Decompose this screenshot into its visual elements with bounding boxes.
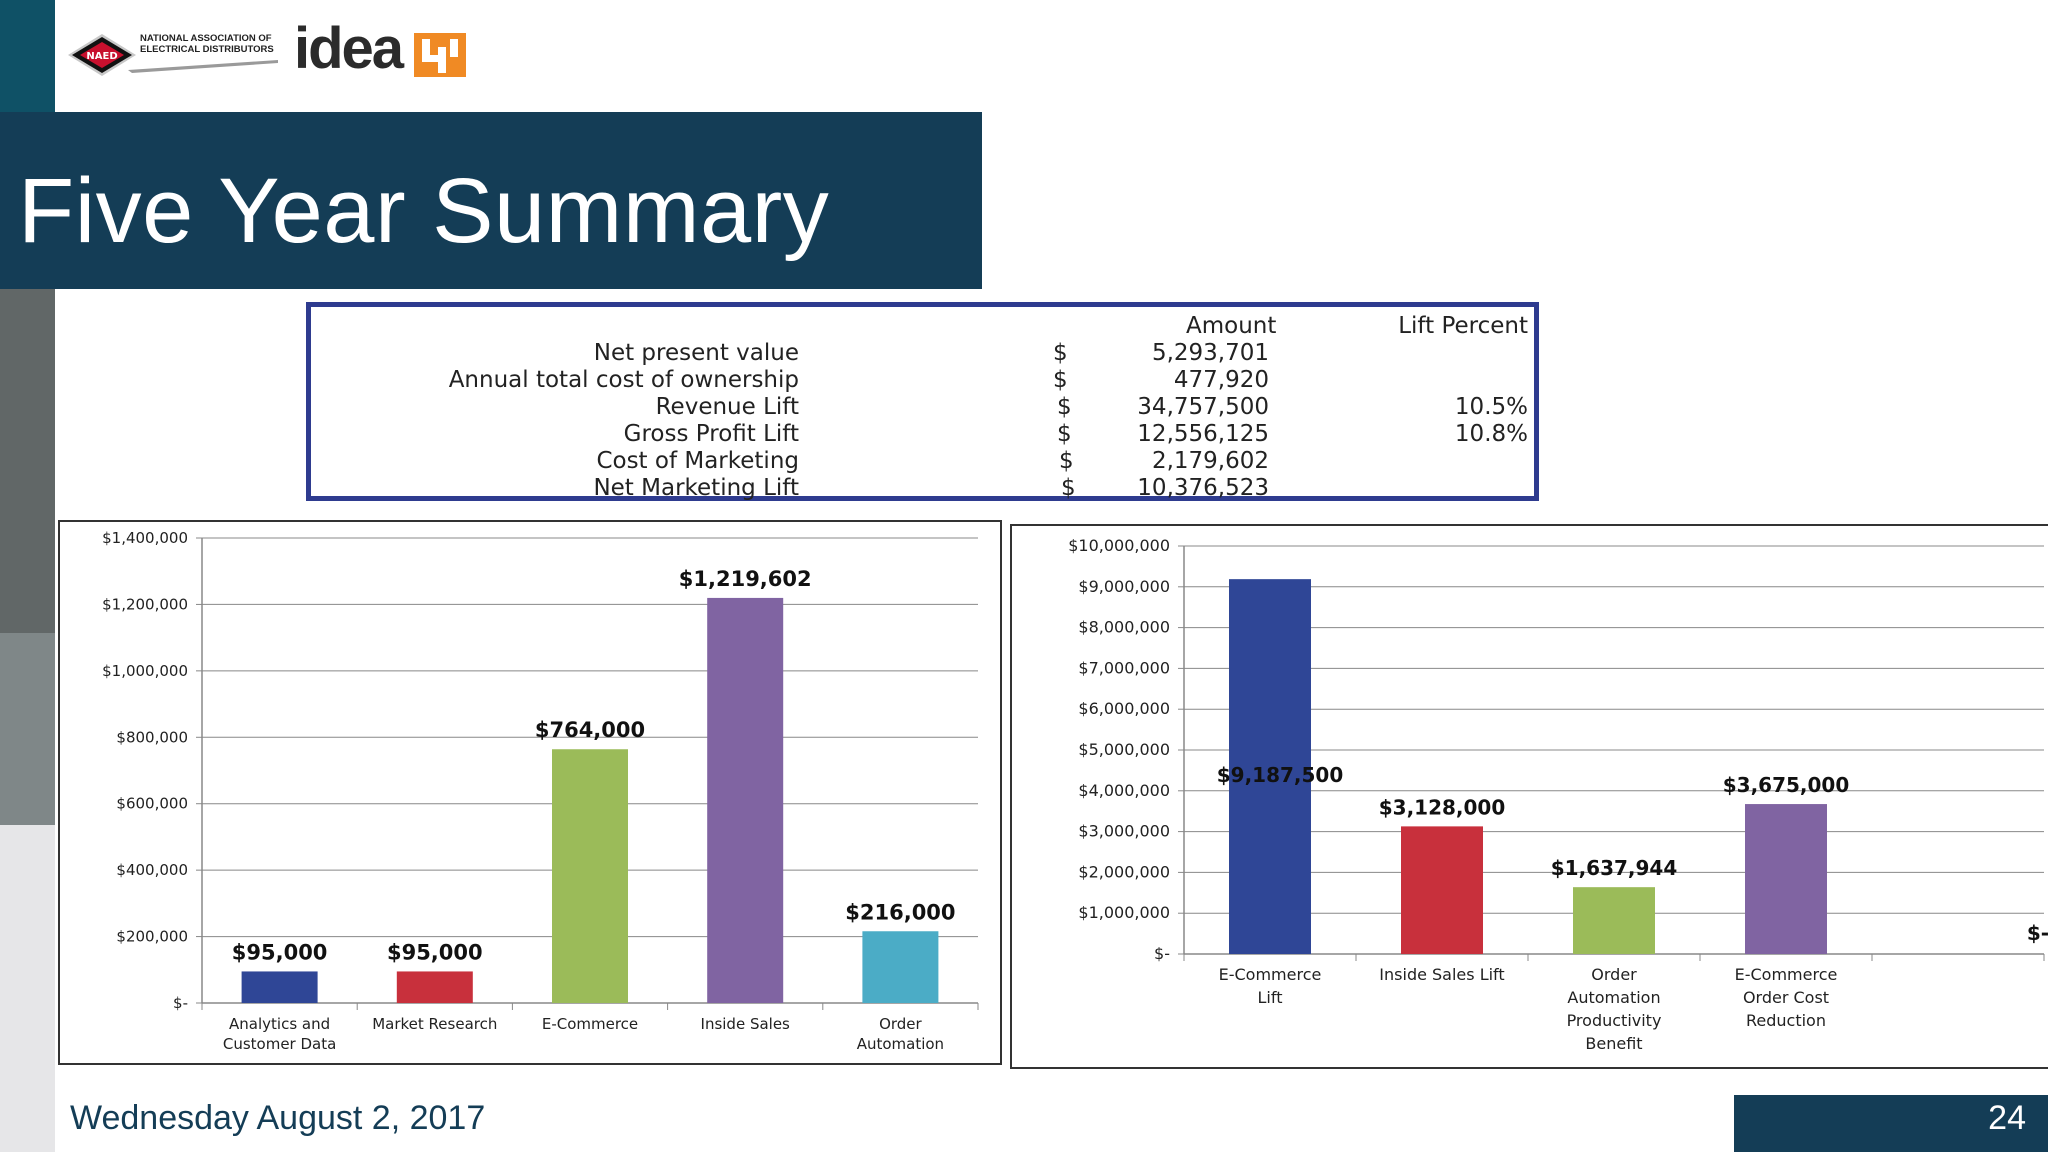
bar: [1229, 579, 1311, 954]
y-tick-label: $1,000,000: [102, 662, 188, 680]
chart-marketing-costs-svg: $- $200,000 $400,000 $600,000 $800,000 $1,000…: [102, 529, 979, 1053]
data-label: $3,128,000: [1379, 795, 1506, 819]
row-amount: 477,920: [1173, 367, 1269, 393]
x-category-label: Productivity: [1567, 1011, 1662, 1030]
y-tick-label: $10,000,000: [1068, 536, 1170, 555]
row-lift: 10.8%: [1454, 421, 1528, 447]
bar: [1745, 804, 1827, 954]
y-tick-label: $6,000,000: [1078, 699, 1170, 718]
naed-badge-text: NAED: [86, 51, 117, 62]
chart-lift-benefits: $- $1,000,000 $2,000,000 $3,000,000 $4,000,0…: [1010, 524, 2048, 1069]
decor-strip-gray-light: [0, 825, 55, 1152]
x-category-label: Automation: [857, 1035, 944, 1053]
row-label: Cost of Marketing: [596, 448, 799, 474]
y-tick-label: $-: [173, 994, 188, 1012]
idea-brand-mark-icon: [414, 33, 466, 81]
y-tick-label: $600,000: [116, 795, 188, 813]
row-amount: 34,757,500: [1137, 394, 1269, 420]
data-label: $1,219,602: [679, 567, 812, 591]
row-label: Gross Profit Lift: [623, 421, 799, 447]
x-category-label: Reduction: [1746, 1011, 1826, 1030]
decor-strip-gray-dark: [0, 289, 55, 633]
slide-title: Five Year Summary: [18, 160, 830, 262]
data-label: $3,675,000: [1723, 773, 1850, 797]
row-amount: 12,556,125: [1137, 421, 1269, 447]
bar: [1401, 826, 1483, 954]
y-tick-label: $-: [1154, 944, 1170, 963]
bar: [862, 931, 939, 1003]
y-tick-label: $7,000,000: [1078, 658, 1170, 677]
bar: [552, 749, 628, 1003]
page-number-band: [1734, 1095, 2048, 1152]
y-tick-label: $1,000,000: [1078, 903, 1170, 922]
y-tick-label: $1,200,000: [102, 595, 188, 613]
row-currency: $: [1053, 340, 1068, 366]
row-label: Annual total cost of ownership: [448, 367, 799, 393]
x-category-label: E-Commerce: [1219, 965, 1322, 984]
data-label: $95,000: [387, 940, 483, 964]
bar: [396, 971, 473, 1003]
naed-diamond-icon: NAED: [68, 34, 278, 76]
naed-wordmark: NATIONAL ASSOCIATION OF ELECTRICAL DISTR…: [140, 33, 274, 55]
naed-line-2: ELECTRICAL DISTRIBUTORS: [140, 44, 274, 55]
page-number: 24: [1988, 1099, 2026, 1137]
x-category-label: Analytics and: [229, 1015, 330, 1033]
bar: [707, 597, 784, 1003]
row-label: Net Marketing Lift: [593, 475, 799, 501]
x-category-label: Benefit: [1585, 1034, 1642, 1053]
data-label: $95,000: [232, 940, 328, 964]
title-band: [0, 112, 982, 289]
row-currency: $: [1059, 448, 1074, 474]
x-category-label: Order: [879, 1015, 922, 1033]
row-currency: $: [1057, 421, 1072, 447]
y-tick-label: $800,000: [116, 728, 188, 746]
data-label: $1,637,944: [1551, 856, 1678, 880]
row-currency: $: [1057, 394, 1072, 420]
footer-date: Wednesday August 2, 2017: [70, 1099, 486, 1137]
y-tick-label: $1,400,000: [102, 529, 188, 547]
idea-wordmark: idea: [294, 16, 404, 81]
row-amount: 2,179,602: [1151, 448, 1269, 474]
data-label: $9,187,500: [1217, 763, 1344, 787]
y-tick-label: $3,000,000: [1078, 822, 1170, 841]
decor-strip-gray: [0, 633, 55, 825]
row-currency: $: [1053, 367, 1068, 393]
y-tick-label: $400,000: [116, 861, 188, 879]
data-label: $-: [2027, 921, 2048, 945]
naed-logo: NAED: [68, 30, 278, 80]
x-category-label: Inside Sales: [701, 1015, 791, 1033]
x-category-label: Inside Sales Lift: [1379, 965, 1504, 984]
x-category-label: Order: [1591, 965, 1637, 984]
summary-table: Amount Lift Percent Net present value $ …: [306, 302, 1539, 501]
header-lift-percent: Lift Percent: [1398, 313, 1528, 339]
bar: [1573, 887, 1655, 954]
row-currency: $: [1061, 475, 1076, 501]
row-amount: 5,293,701: [1151, 340, 1269, 366]
x-category-label: E-Commerce: [1735, 965, 1838, 984]
row-lift: 10.5%: [1454, 394, 1528, 420]
x-category-label: Automation: [1567, 988, 1660, 1007]
y-tick-label: $5,000,000: [1078, 740, 1170, 759]
row-label: Net present value: [593, 340, 799, 366]
chart-lift-benefits-svg: $- $1,000,000 $2,000,000 $3,000,000 $4,000,0…: [1068, 536, 2048, 1053]
decor-strip-teal: [0, 0, 55, 112]
x-category-label: Customer Data: [223, 1035, 336, 1053]
data-label: $764,000: [535, 718, 645, 742]
naed-line-1: NATIONAL ASSOCIATION OF: [140, 33, 272, 44]
x-category-label: Order Cost: [1743, 988, 1829, 1007]
y-tick-label: $4,000,000: [1078, 781, 1170, 800]
chart-marketing-costs: $- $200,000 $400,000 $600,000 $800,000 $1,000…: [58, 520, 1002, 1065]
row-label: Revenue Lift: [655, 394, 799, 420]
x-category-label: Market Research: [372, 1015, 497, 1033]
bar: [241, 971, 318, 1003]
header-amount: Amount: [1186, 313, 1277, 339]
data-label: $216,000: [845, 900, 955, 924]
y-tick-label: $2,000,000: [1078, 862, 1170, 881]
row-amount: 10,376,523: [1137, 475, 1269, 501]
x-category-label: Lift: [1258, 988, 1283, 1007]
y-tick-label: $9,000,000: [1078, 577, 1170, 596]
y-tick-label: $8,000,000: [1078, 618, 1170, 637]
y-tick-label: $200,000: [116, 928, 188, 946]
x-category-label: E-Commerce: [542, 1015, 638, 1033]
